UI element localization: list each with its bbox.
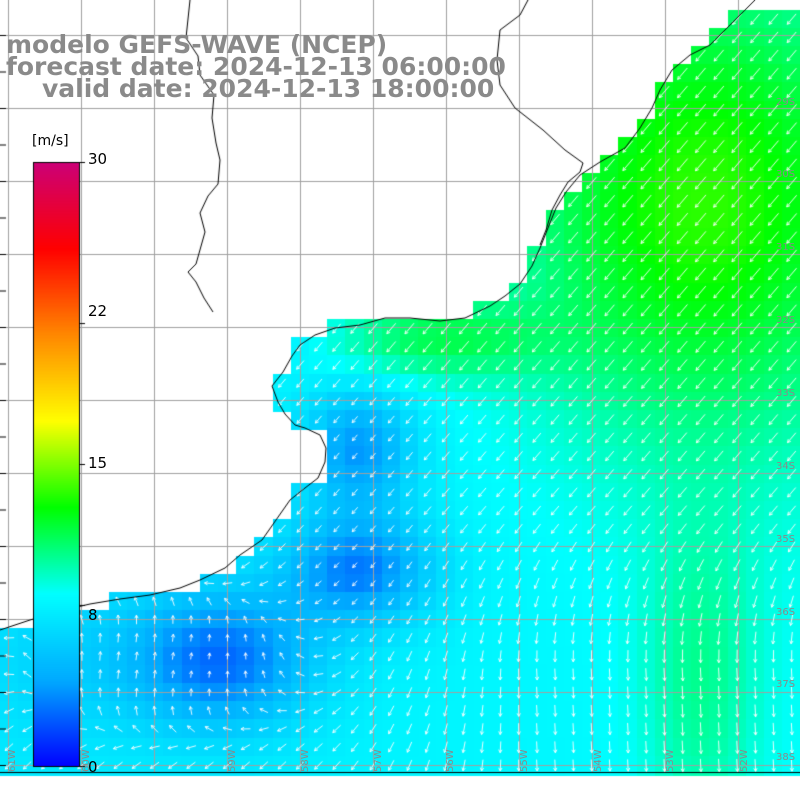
lat-label: 35S xyxy=(776,534,796,545)
lat-label: 29S xyxy=(776,97,796,108)
lat-label: 33S xyxy=(776,388,796,399)
lat-label: 34S xyxy=(776,461,796,472)
forecast-date: forecast date: 2024-12-13 06:00:00 xyxy=(6,52,506,81)
lon-label: 55W xyxy=(519,749,530,772)
colorbar-tick-22: 22 xyxy=(88,302,108,320)
lat-label: 36S xyxy=(776,607,796,618)
lon-label: 59W xyxy=(227,749,238,772)
lat-label: 37S xyxy=(776,679,796,690)
lon-label: 53W xyxy=(665,749,676,772)
model-title: modelo GEFS-WAVE (NCEP) xyxy=(6,30,388,59)
lon-label: 54W xyxy=(593,749,604,772)
colorbar-tick-0: 0 xyxy=(88,758,98,776)
lon-label: 61W xyxy=(7,749,18,772)
lon-label: 58W xyxy=(300,749,311,772)
colorbar-tick-30: 30 xyxy=(88,150,108,168)
lat-label: 38S xyxy=(776,752,796,763)
valid-date: valid date: 2024-12-13 18:00:00 xyxy=(42,74,495,103)
lat-label: 31S xyxy=(776,242,796,253)
colorbar-unit: [m/s] xyxy=(32,133,69,149)
lon-label: 56W xyxy=(445,749,456,772)
lat-label: 32S xyxy=(776,315,796,326)
lon-label: 60W xyxy=(81,749,92,772)
lon-label: 57W xyxy=(373,749,384,772)
lat-label: 30S xyxy=(776,169,796,180)
lon-label: 52W xyxy=(739,749,750,772)
colorbar-tick-15: 15 xyxy=(88,454,108,472)
colorbar-tick-8: 8 xyxy=(88,606,98,624)
